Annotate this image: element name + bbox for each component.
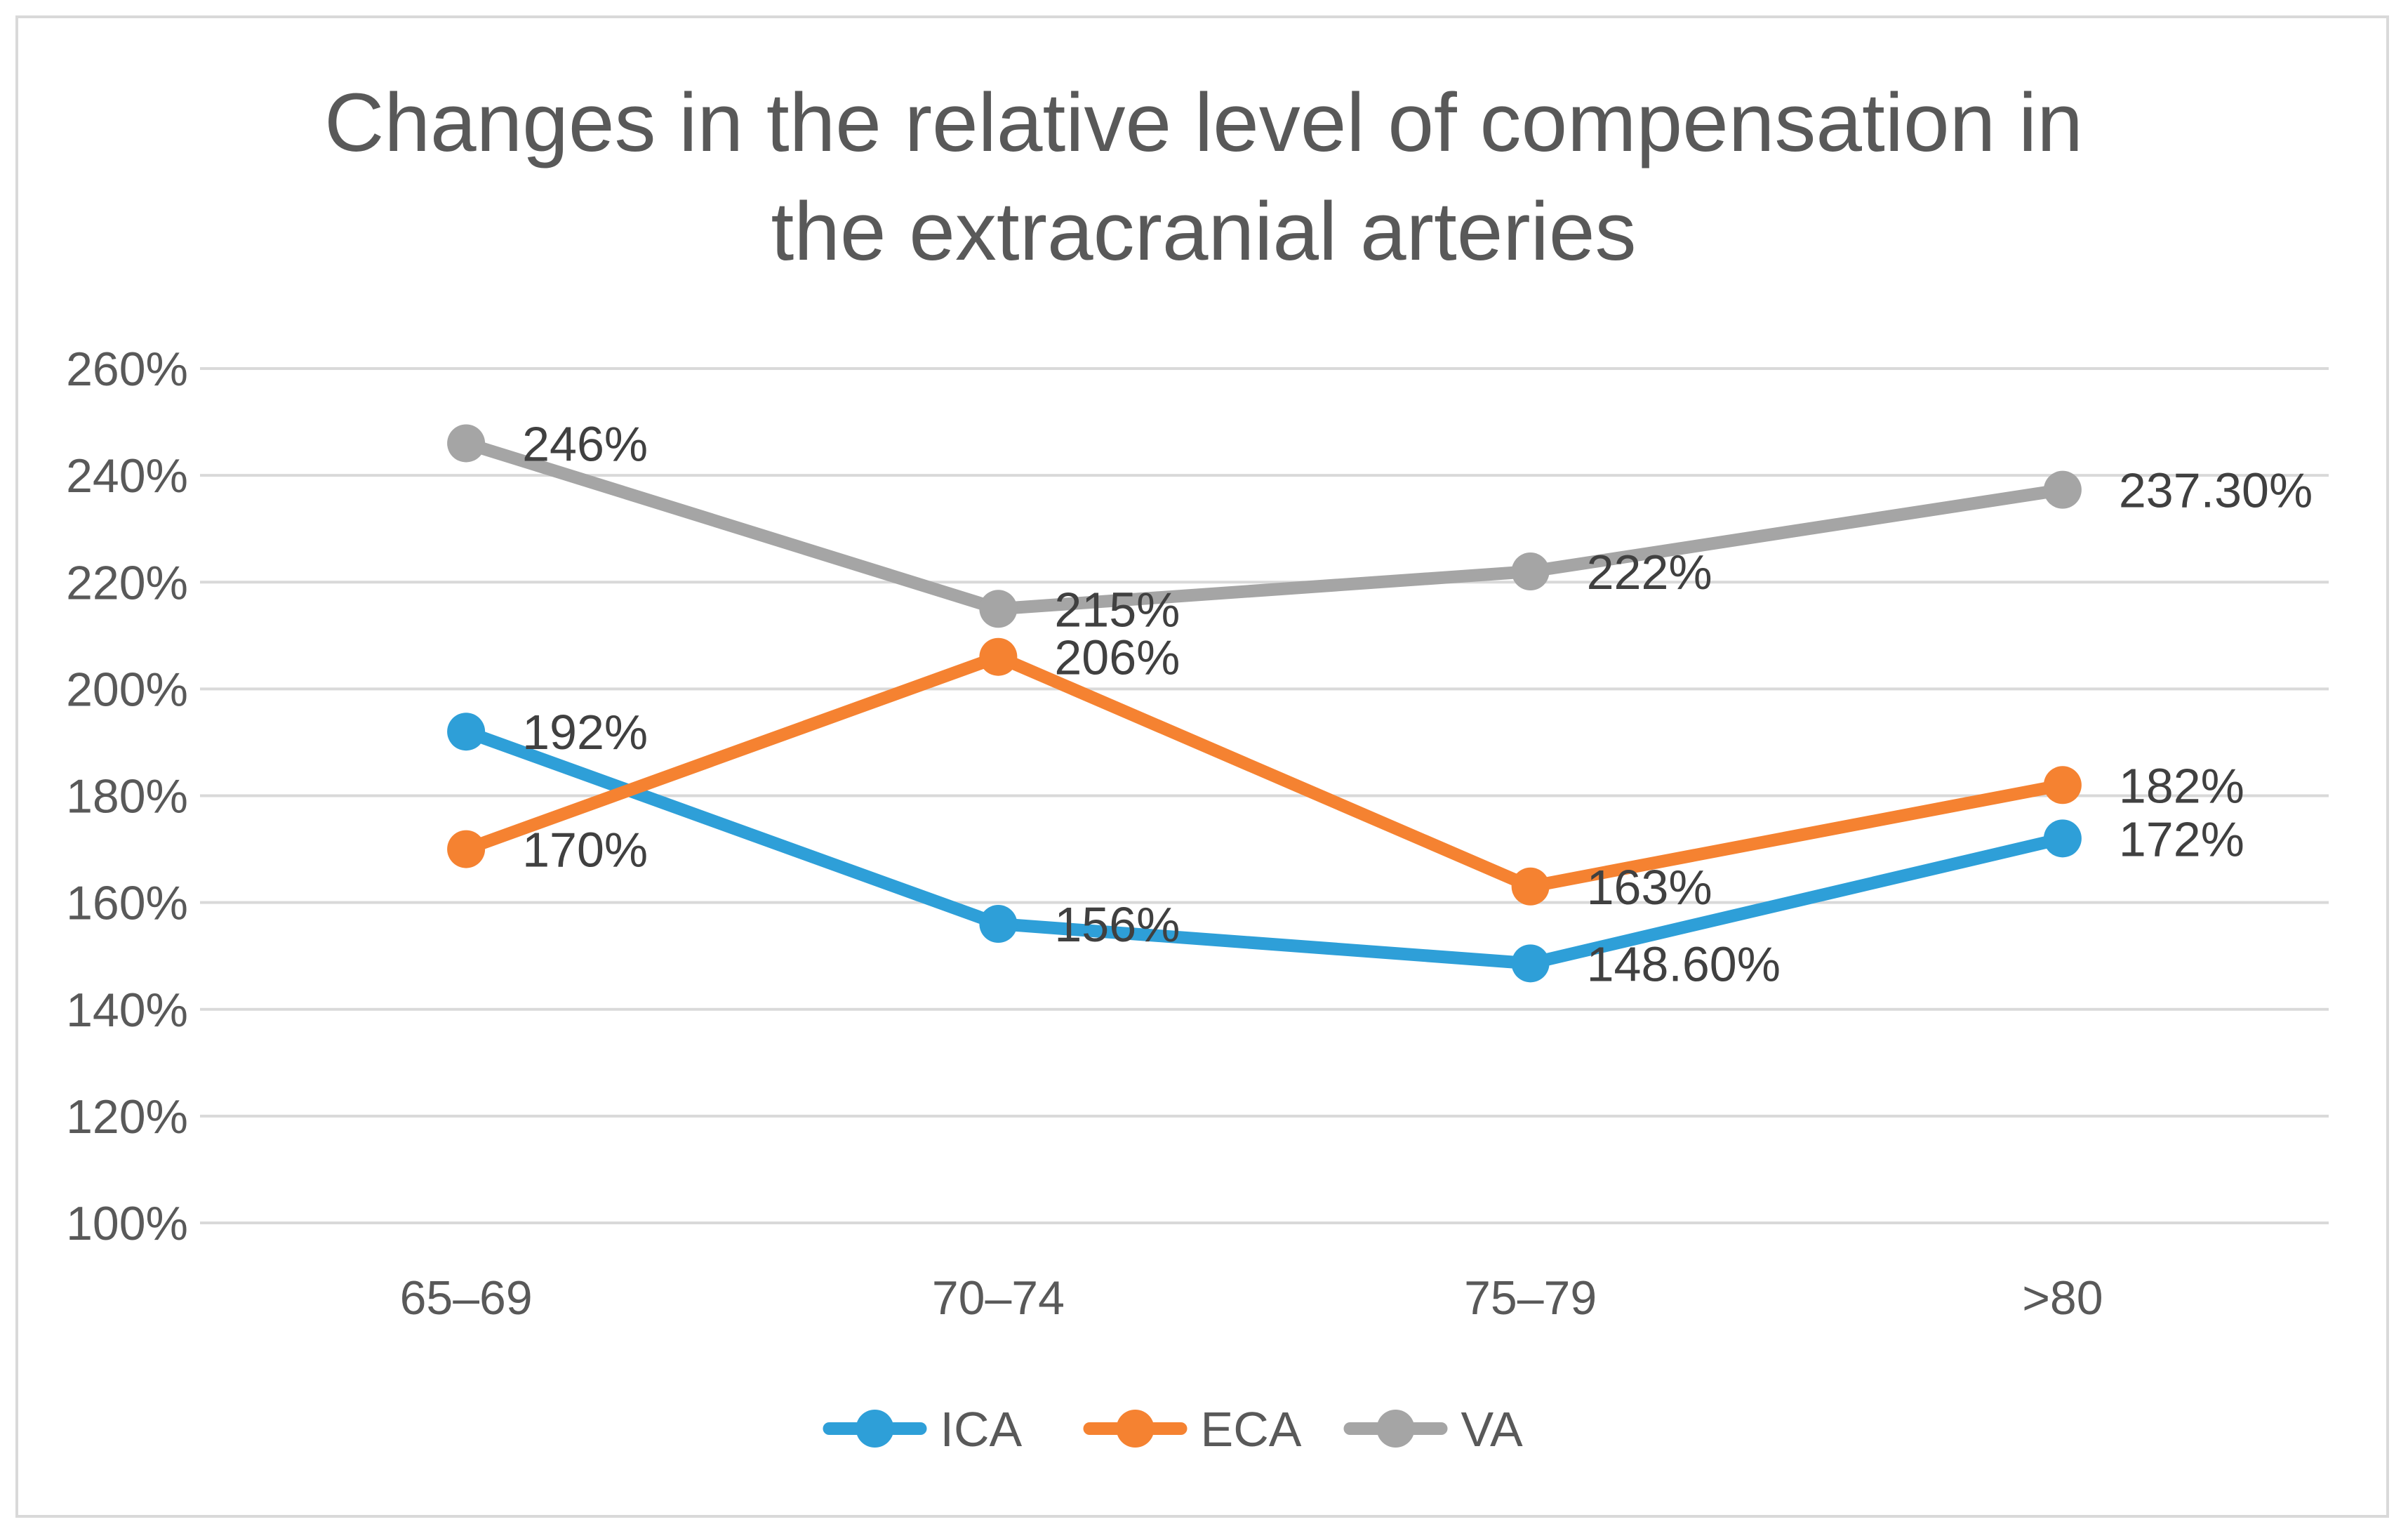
legend-marker-va: [1376, 1410, 1415, 1448]
point-va-4: [2043, 470, 2082, 509]
x-tick-label-2: 70–74: [932, 1271, 1065, 1325]
point-eca-1: [447, 830, 486, 868]
point-eca-2: [979, 637, 1018, 676]
y-tick-label-120: 120%: [66, 1090, 188, 1144]
y-axis-ticks: 100% 120% 140% 160% 180% 200% 220% 240% 260%: [66, 343, 188, 1250]
point-ica-1: [447, 713, 486, 751]
point-ica-4: [2043, 819, 2082, 858]
legend: ICA ECA VA: [823, 1402, 1523, 1457]
point-eca-4: [2043, 766, 2082, 805]
data-label-va-1: 246%: [522, 416, 648, 471]
x-axis-ticks: 65–69 70–74 75–79 >80: [400, 1271, 2103, 1325]
data-label-ica-2: 156%: [1054, 897, 1180, 952]
y-tick-label-100: 100%: [66, 1197, 188, 1250]
y-tick-label-200: 200%: [66, 663, 188, 716]
data-label-eca-4: 182%: [2119, 758, 2244, 813]
point-ica-2: [979, 905, 1018, 944]
chart-title-line-2: the extracranial arteries: [771, 185, 1636, 278]
y-tick-label-220: 220%: [66, 556, 188, 609]
data-labels: 192% 156% 148.60% 172% 170% 206% 163% 182% 246% 2…: [522, 416, 2313, 991]
legend-label-ica: ICA: [940, 1402, 1023, 1457]
legend-label-va: VA: [1461, 1402, 1523, 1457]
point-va-2: [979, 590, 1018, 628]
point-ica-3: [1511, 944, 1550, 983]
series-line-ica: [460, 725, 2069, 970]
series-line-va: [460, 437, 2069, 616]
legend-label-eca: ECA: [1201, 1402, 1302, 1457]
data-label-eca-2: 206%: [1054, 630, 1180, 685]
point-va-1: [447, 424, 486, 463]
legend-marker-eca: [1116, 1410, 1155, 1448]
legend-marker-ica: [856, 1410, 894, 1448]
data-label-va-4: 237.30%: [2119, 463, 2313, 518]
y-tick-label-160: 160%: [66, 877, 188, 930]
chart-frame: [15, 15, 2389, 1518]
x-tick-label-3: 75–79: [1464, 1271, 1597, 1325]
data-label-ica-3: 148.60%: [1587, 936, 1781, 991]
y-tick-label-140: 140%: [66, 984, 188, 1037]
data-label-ica-1: 192%: [522, 705, 648, 760]
data-label-va-3: 222%: [1587, 545, 1712, 600]
y-tick-label-240: 240%: [66, 449, 188, 503]
y-tick-label-260: 260%: [66, 343, 188, 396]
data-label-eca-3: 163%: [1587, 860, 1712, 915]
x-tick-label-4: >80: [2022, 1271, 2103, 1325]
y-tick-label-180: 180%: [66, 770, 188, 823]
gridlines: [200, 367, 2329, 1224]
series-line-eca: [460, 650, 2069, 893]
data-label-ica-4: 172%: [2119, 812, 2244, 866]
data-label-eca-1: 170%: [522, 823, 648, 878]
series-layer: [447, 424, 2082, 983]
x-tick-label-1: 65–69: [400, 1271, 533, 1325]
chart-title-line-1: Changes in the relative level of compens…: [324, 77, 2083, 169]
data-label-va-2: 215%: [1054, 582, 1180, 637]
point-eca-3: [1511, 867, 1550, 906]
point-va-3: [1511, 552, 1550, 591]
